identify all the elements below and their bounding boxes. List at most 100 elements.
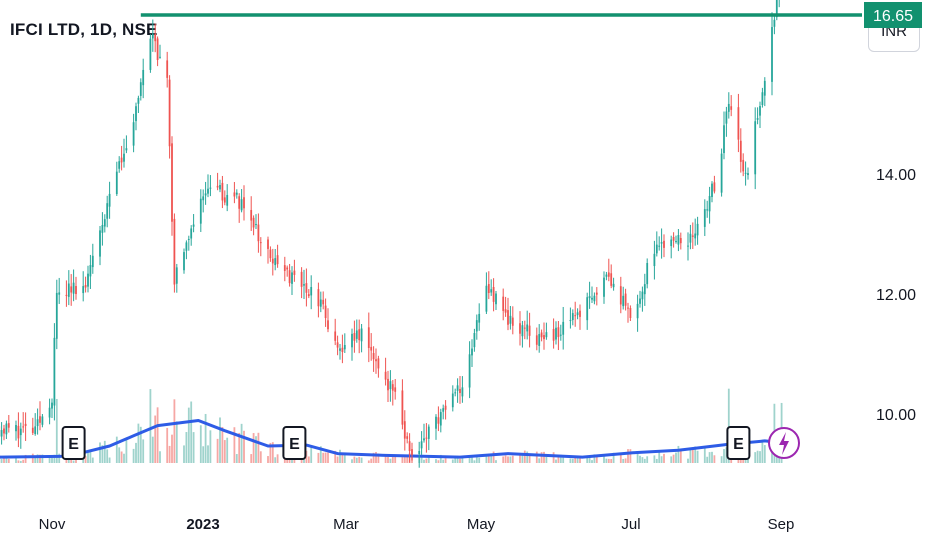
candle (82, 271, 85, 302)
candle (511, 306, 514, 335)
candle (87, 265, 89, 293)
volume-bar (574, 457, 577, 463)
dividend-event-icon[interactable] (768, 427, 800, 459)
x-tick-label: May (467, 516, 496, 533)
candle (696, 216, 699, 245)
candle (288, 263, 291, 287)
candle (663, 234, 665, 258)
volume-bar (727, 388, 730, 463)
candle (603, 271, 605, 304)
volume-bar (451, 459, 454, 463)
volume-bar (353, 456, 356, 463)
candle (754, 107, 757, 190)
volume-bar (459, 458, 461, 463)
volume-bar (593, 454, 596, 463)
volume-bar (156, 407, 159, 463)
volume-bar (199, 425, 202, 463)
candle (223, 190, 226, 206)
volume-bar (24, 454, 27, 463)
candle (132, 113, 135, 153)
candle (322, 291, 325, 310)
candle (763, 77, 766, 107)
candle (339, 344, 341, 360)
candle (269, 246, 272, 262)
volume-bar (586, 455, 589, 463)
volume-bar (31, 453, 34, 463)
earnings-event-icon[interactable]: E (282, 426, 307, 460)
volume-bar (171, 434, 173, 463)
candle (574, 301, 577, 327)
candle (135, 102, 137, 131)
volume-bar (204, 413, 207, 463)
volume-bar (389, 458, 392, 463)
volume-bar (562, 457, 565, 463)
candle (358, 319, 361, 354)
volume-bar (238, 432, 241, 463)
volume-bar (528, 455, 531, 463)
volume-bar (627, 449, 629, 463)
candle (250, 196, 253, 231)
volume-bar (540, 452, 543, 463)
volume-bar (713, 455, 716, 463)
volume-bar (658, 451, 661, 463)
volume-bar (403, 457, 406, 463)
candle (727, 92, 730, 119)
candle (461, 376, 464, 403)
volume-bar (643, 458, 646, 463)
volume-ma-line (0, 419, 782, 459)
volume-bar (711, 451, 713, 463)
candle (744, 161, 747, 186)
volume-bar (471, 456, 473, 463)
candle (293, 259, 296, 282)
candle (327, 308, 329, 333)
candle (259, 237, 262, 257)
candle (36, 408, 39, 435)
candle (473, 328, 476, 352)
candle (168, 75, 171, 159)
svg-text:16.65: 16.65 (873, 8, 913, 25)
candle (471, 339, 473, 367)
volume-bar (324, 452, 327, 463)
volume-bar (427, 457, 430, 463)
volume-bar (375, 451, 377, 463)
candle (670, 235, 673, 259)
candle (283, 256, 286, 282)
volume-bar (401, 457, 404, 463)
candle (636, 294, 639, 332)
volume-bar (677, 445, 680, 463)
candle (351, 328, 353, 361)
candle (103, 214, 106, 233)
volume-bar (87, 452, 89, 463)
candle (240, 189, 243, 213)
candle (742, 153, 745, 177)
candle (706, 200, 709, 218)
volume-bar (125, 438, 128, 463)
volume-bar (271, 442, 274, 463)
candle (730, 95, 733, 117)
candle (243, 185, 245, 221)
candle (689, 224, 692, 250)
candle (274, 248, 277, 271)
candle (519, 311, 521, 346)
volume-bar (307, 456, 310, 463)
candle (221, 175, 224, 209)
volume-bar (675, 452, 677, 463)
candle (521, 320, 524, 348)
volume-bar (101, 445, 104, 463)
y-tick-label: 12.00 (876, 287, 916, 304)
volume-bar (761, 439, 764, 463)
volume-bar (132, 448, 135, 463)
candle (305, 268, 308, 307)
volume-bar (478, 457, 481, 463)
volume-bar (168, 445, 171, 463)
earnings-event-icon[interactable]: E (726, 426, 751, 460)
volume-bar (235, 454, 238, 463)
volume-bar (708, 452, 711, 463)
earnings-event-icon[interactable]: E (61, 426, 86, 460)
volume-bar (221, 426, 224, 463)
candle (171, 136, 173, 236)
candle (478, 303, 481, 331)
volume-bar (55, 398, 58, 463)
